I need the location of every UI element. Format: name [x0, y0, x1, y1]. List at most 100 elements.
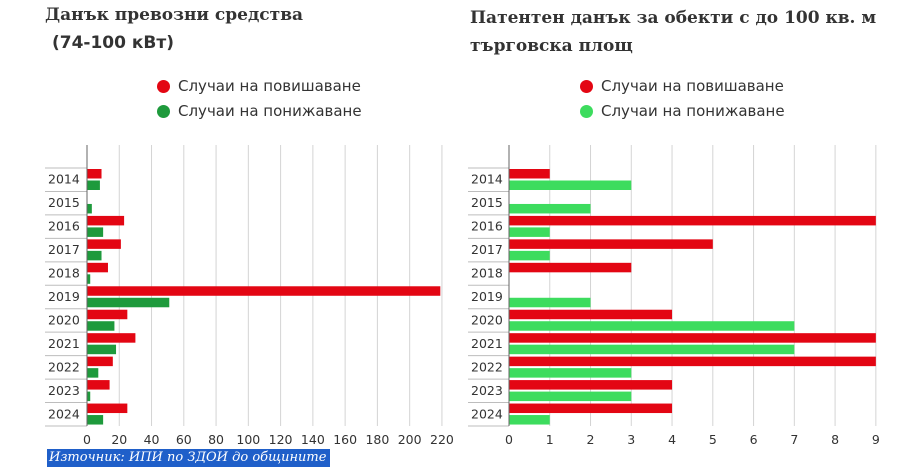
bar-2017-decrease	[509, 250, 550, 261]
bar-2021-decrease	[509, 344, 795, 355]
bar-2022-increase	[87, 356, 113, 367]
bar-2021-increase	[509, 333, 876, 343]
x-tick-label: 1	[546, 432, 554, 447]
legend-dot-icon	[580, 79, 593, 93]
category-label-2015: 2015	[48, 195, 80, 210]
chart2-legend-decrease: Случаи на понижаване	[580, 102, 785, 120]
category-label-2015: 2015	[471, 195, 503, 210]
x-tick-label: 120	[269, 432, 293, 447]
category-label-2022: 2022	[471, 359, 503, 374]
category-label-2021: 2021	[471, 336, 503, 351]
category-label-2020: 2020	[471, 312, 503, 327]
bar-2015-decrease	[509, 203, 591, 214]
chart1-subtitle: (74-100 кВт)	[52, 33, 175, 53]
chart1-legend-increase: Случаи на повишаване	[157, 77, 361, 95]
category-label-2023: 2023	[471, 383, 503, 398]
bar-2019-increase	[87, 286, 441, 296]
x-tick-label: 5	[709, 432, 717, 447]
x-tick-label: 60	[176, 432, 192, 447]
x-tick-label: 3	[627, 432, 635, 447]
x-tick-label: 100	[236, 432, 260, 447]
category-label-2021: 2021	[48, 336, 80, 351]
category-label-2022: 2022	[48, 359, 80, 374]
legend-dot-icon	[157, 104, 170, 118]
x-tick-label: 8	[831, 432, 839, 447]
category-label-2016: 2016	[471, 219, 503, 234]
bar-2024-increase	[509, 403, 673, 414]
category-label-2023: 2023	[48, 383, 80, 398]
category-label-2014: 2014	[471, 172, 503, 187]
x-tick-label: 6	[750, 432, 758, 447]
category-label-2017: 2017	[471, 242, 503, 257]
legend-label: Случаи на понижаване	[601, 102, 785, 120]
x-tick-label: 160	[333, 432, 357, 447]
x-tick-label: 9	[872, 432, 880, 447]
category-label-2016: 2016	[48, 219, 80, 234]
chart2-title: Патентен данък за обекти с до 100 кв. м	[470, 8, 877, 28]
category-label-2019: 2019	[471, 289, 503, 304]
category-label-2019: 2019	[48, 289, 80, 304]
category-label-2020: 2020	[48, 312, 80, 327]
bar-2019-decrease	[509, 297, 591, 308]
bar-2023-decrease	[87, 391, 91, 402]
bar-2018-increase	[509, 262, 632, 273]
bar-2014-increase	[509, 169, 550, 179]
bar-2014-increase	[87, 169, 102, 179]
bar-2024-increase	[87, 403, 128, 414]
bar-2017-increase	[87, 239, 121, 249]
bar-2022-decrease	[509, 368, 632, 378]
bar-2016-decrease	[87, 227, 104, 237]
category-label-2024: 2024	[471, 406, 503, 421]
x-tick-label: 200	[398, 432, 422, 447]
x-tick-label: 220	[430, 432, 454, 447]
category-label-2024: 2024	[48, 406, 80, 421]
legend-label: Случаи на понижаване	[178, 102, 362, 120]
x-tick-label: 4	[668, 432, 676, 447]
bar-2014-decrease	[87, 180, 100, 190]
bar-2023-increase	[87, 380, 110, 390]
bar-2021-decrease	[87, 344, 117, 355]
bar-2021-increase	[87, 333, 136, 343]
bar-2022-decrease	[87, 368, 99, 378]
bar-2022-increase	[509, 356, 876, 367]
chart1-title: Данък превозни средства	[45, 5, 304, 25]
bar-2020-decrease	[87, 321, 115, 331]
x-tick-label: 0	[83, 432, 91, 447]
x-tick-label: 180	[365, 432, 389, 447]
x-tick-label: 7	[790, 432, 798, 447]
x-tick-label: 140	[301, 432, 325, 447]
x-tick-label: 20	[111, 432, 127, 447]
bar-2014-decrease	[509, 180, 632, 190]
category-label-2017: 2017	[48, 242, 80, 257]
x-tick-label: 40	[144, 432, 160, 447]
bar-2015-decrease	[87, 203, 92, 214]
legend-label: Случаи на повишаване	[601, 77, 784, 95]
bar-2016-decrease	[509, 227, 550, 237]
chart1-legend-decrease: Случаи на понижаване	[157, 102, 362, 120]
category-label-2014: 2014	[48, 172, 80, 187]
category-label-2018: 2018	[48, 266, 80, 281]
bar-2018-decrease	[87, 274, 91, 284]
bar-2024-decrease	[509, 415, 550, 425]
bar-2018-increase	[87, 262, 108, 273]
chart2-legend-increase: Случаи на повишаване	[580, 77, 784, 95]
bar-2016-increase	[87, 215, 125, 226]
legend-dot-icon	[157, 79, 170, 93]
legend-dot-icon	[580, 104, 593, 118]
category-label-2018: 2018	[471, 266, 503, 281]
bar-2023-decrease	[509, 391, 632, 402]
bar-2017-decrease	[87, 250, 102, 261]
legend-label: Случаи на повишаване	[178, 77, 361, 95]
x-tick-label: 80	[208, 432, 224, 447]
chart2-subtitle: търговска площ	[470, 36, 633, 56]
bar-2023-increase	[509, 380, 673, 390]
bar-2024-decrease	[87, 415, 104, 425]
bar-2017-increase	[509, 239, 713, 249]
bar-2020-increase	[87, 309, 128, 320]
bar-2019-decrease	[87, 297, 170, 308]
source-note: Източник: ИПИ по ЗДОИ до общините	[47, 449, 331, 467]
bar-2016-increase	[509, 215, 876, 226]
x-tick-label: 2	[587, 432, 595, 447]
bar-2020-increase	[509, 309, 673, 320]
